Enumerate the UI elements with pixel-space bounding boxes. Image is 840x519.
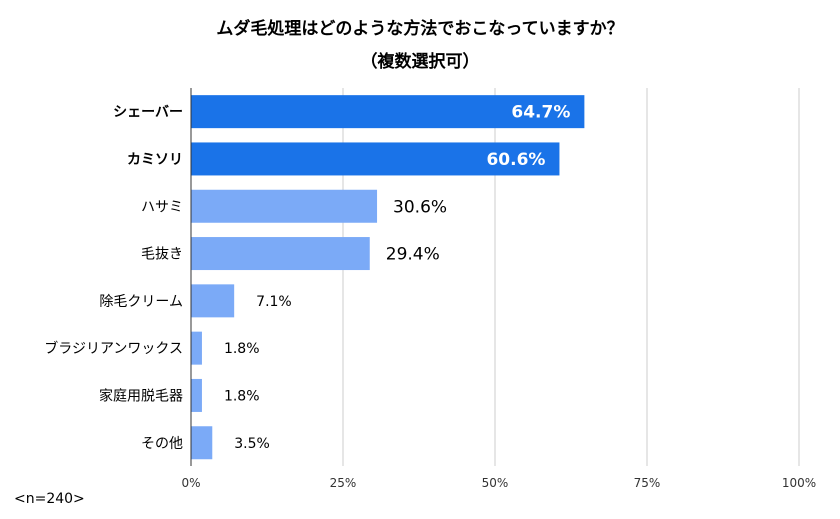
value-label: 1.8% <box>224 341 260 357</box>
chart-title: ムダ毛処理はどのような方法でおこなっていますか？ <box>216 19 624 39</box>
x-tick-label: 50% <box>482 476 509 490</box>
category-label: ブラジリアンワックス <box>44 340 183 357</box>
x-tick-label: 0% <box>181 476 200 490</box>
value-label: 30.6% <box>393 197 447 217</box>
sample-size-note: <n=240> <box>14 491 85 507</box>
category-label: 家庭用脱毛器 <box>99 387 183 404</box>
category-label: 毛抜き <box>141 247 183 263</box>
category-label: ハサミ <box>141 199 183 215</box>
value-label: 1.8% <box>224 388 260 404</box>
value-label: 60.6% <box>486 150 545 170</box>
bar <box>191 142 560 176</box>
value-label: 7.1% <box>256 294 292 310</box>
bar <box>191 189 378 223</box>
value-label: 64.7% <box>511 103 570 123</box>
bar <box>191 426 213 460</box>
value-label: 29.4% <box>386 245 440 265</box>
bar <box>191 331 202 365</box>
bar <box>191 237 370 271</box>
x-tick-label: 100% <box>782 476 816 490</box>
value-label: 3.5% <box>234 436 270 452</box>
bar <box>191 284 235 318</box>
category-label: 除毛クリーム <box>99 294 183 310</box>
chart-subtitle: （複数選択可） <box>360 52 480 72</box>
x-tick-label: 75% <box>634 476 661 490</box>
bar <box>191 378 202 412</box>
x-tick-label: 25% <box>330 476 357 490</box>
category-label: シェーバー <box>113 105 183 121</box>
category-label: カミソリ <box>127 152 183 168</box>
bar <box>191 95 585 129</box>
category-label: その他 <box>141 436 183 452</box>
